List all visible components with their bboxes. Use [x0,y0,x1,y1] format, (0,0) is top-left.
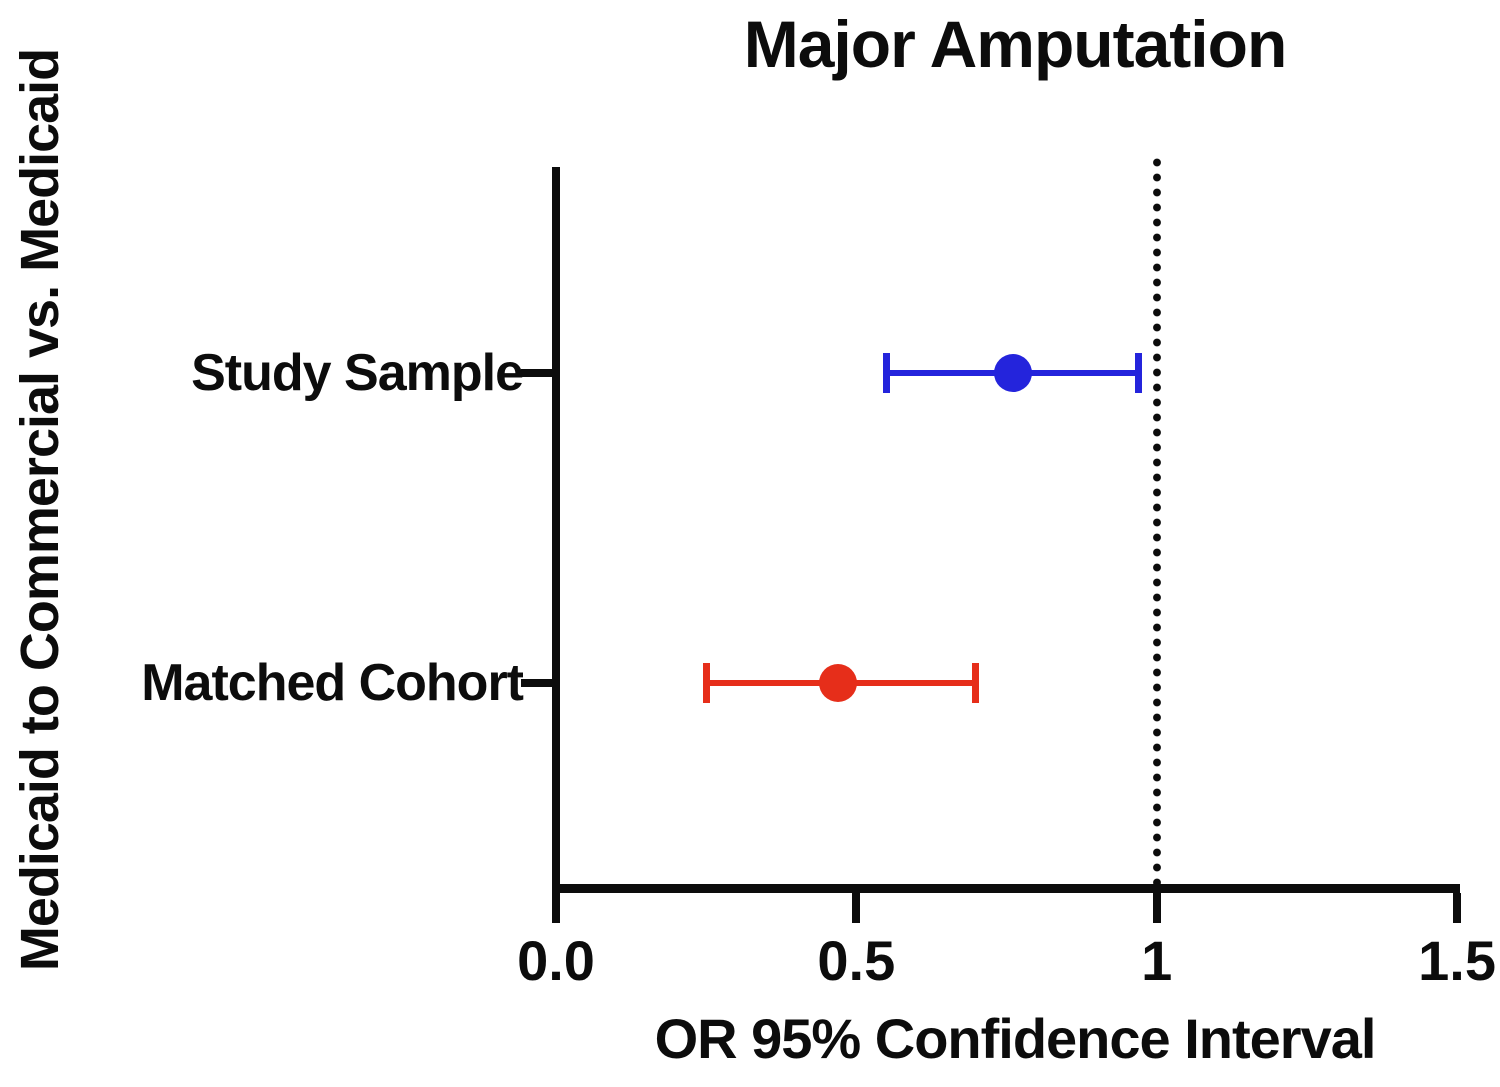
x-axis-line [552,884,1460,893]
x-axis-tick [1152,893,1161,923]
category-tick [521,369,552,377]
reference-line [1152,158,1161,890]
chart-title: Major Amputation [743,7,1288,81]
x-axis-tick [1453,893,1462,923]
y-axis-label: Medicaid to Commercial vs. Medicaid [10,48,70,972]
category-label: Study Sample [191,344,524,402]
category-tick [521,679,552,687]
or-point-marker [819,664,858,702]
or-point-marker [993,354,1032,392]
ci-cap-right [972,663,980,703]
ci-cap-right [1134,353,1142,393]
x-axis-tick [852,893,861,923]
x-axis-label: OR 95% Confidence Interval [654,1007,1377,1070]
ci-cap-left [703,663,711,703]
category-label: Matched Cohort [141,654,524,712]
x-tick-label: 1 [1141,929,1173,992]
ci-cap-left [883,353,891,393]
x-tick-label: 1.5 [1418,929,1496,992]
x-tick-label: 0.0 [517,929,595,992]
x-tick-label: 0.5 [817,929,896,992]
x-axis-tick [552,893,560,923]
y-axis-line [552,167,560,893]
